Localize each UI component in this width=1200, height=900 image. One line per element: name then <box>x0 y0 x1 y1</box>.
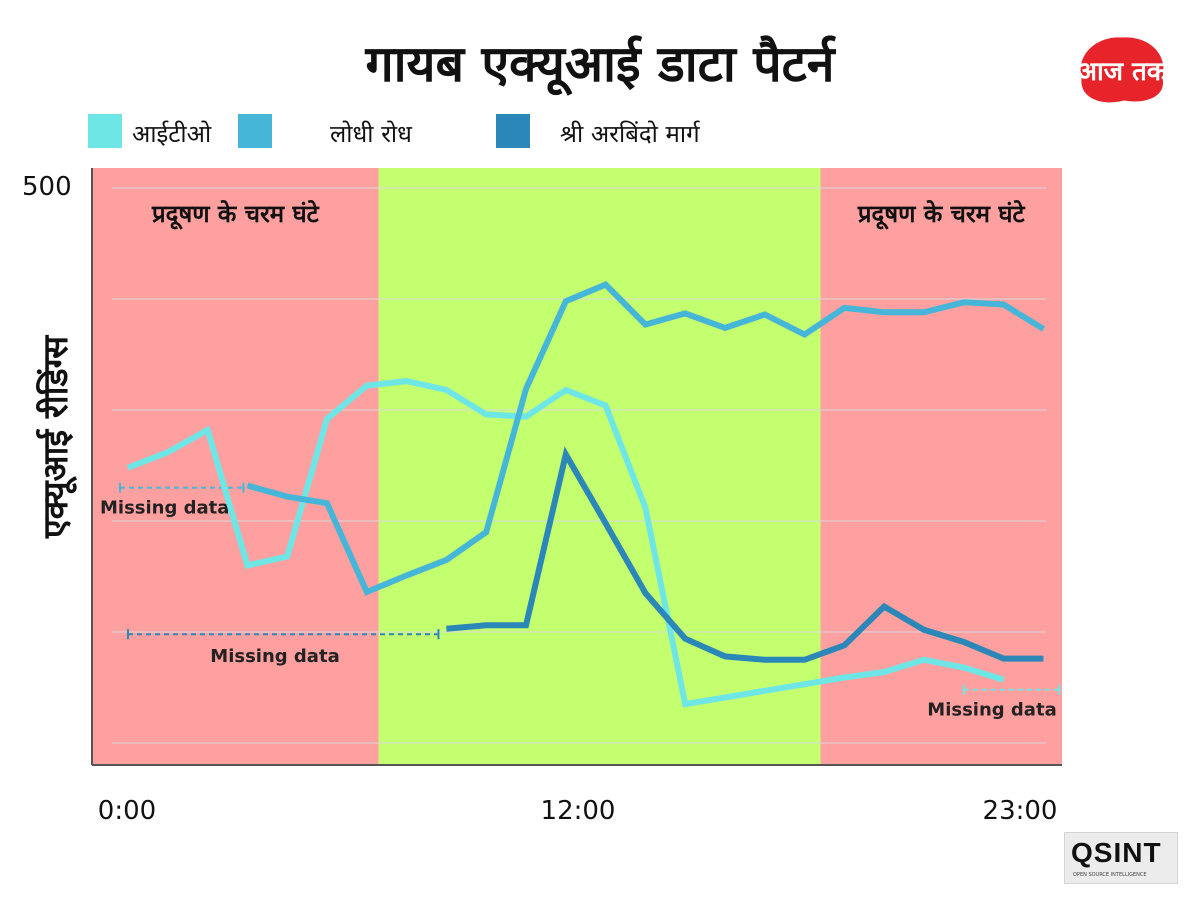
missing-data-label: Missing data <box>210 646 339 667</box>
series-line-2 <box>446 446 1044 663</box>
legend-swatch-aurobindo-marg <box>496 114 530 148</box>
x-tick-label-end: 23:00 <box>982 796 1058 826</box>
x-tick-label-start: 0:00 <box>97 796 157 826</box>
legend-swatch-ito <box>88 114 122 148</box>
page-title: गायब एक्यूआई डाटा पैटर्न <box>365 35 835 93</box>
series-line-1 <box>246 281 1045 596</box>
aajtak-logo-badge <box>1077 34 1167 106</box>
band-normal-1 <box>378 168 821 765</box>
band-label: प्रदूषण के चरम घंटे <box>151 200 320 230</box>
series-line-0 <box>126 378 1005 708</box>
y-tick-label: 500 <box>22 172 72 202</box>
band-label: प्रदूषण के चरम घंटे <box>857 200 1026 230</box>
missing-data-label: Missing data <box>927 700 1056 721</box>
legend-label-ito: आईटीओ <box>132 120 212 148</box>
band-peak-0 <box>92 168 379 765</box>
missing-data-label: Missing data <box>100 498 229 519</box>
legend-label-aurobindo-marg: श्री अरबिंदो मार्ग <box>560 120 700 148</box>
osint-logo: QSINT OPEN SOURCE INTELLIGENCE <box>1064 832 1178 884</box>
aajtak-logo-text: आज तक <box>1077 57 1168 87</box>
x-tick-label-mid: 12:00 <box>540 796 616 826</box>
legend: आईटीओ लोधी रोध श्री अरबिंदो मार्ग <box>88 112 808 152</box>
osint-logo-subtext: OPEN SOURCE INTELLIGENCE <box>1073 872 1147 878</box>
aajtak-logo: आज तक <box>1077 34 1168 106</box>
legend-swatch-lodhi-road <box>238 114 272 148</box>
osint-logo-text: QSINT <box>1071 837 1162 868</box>
legend-label-lodhi-road: लोधी रोध <box>330 120 412 148</box>
